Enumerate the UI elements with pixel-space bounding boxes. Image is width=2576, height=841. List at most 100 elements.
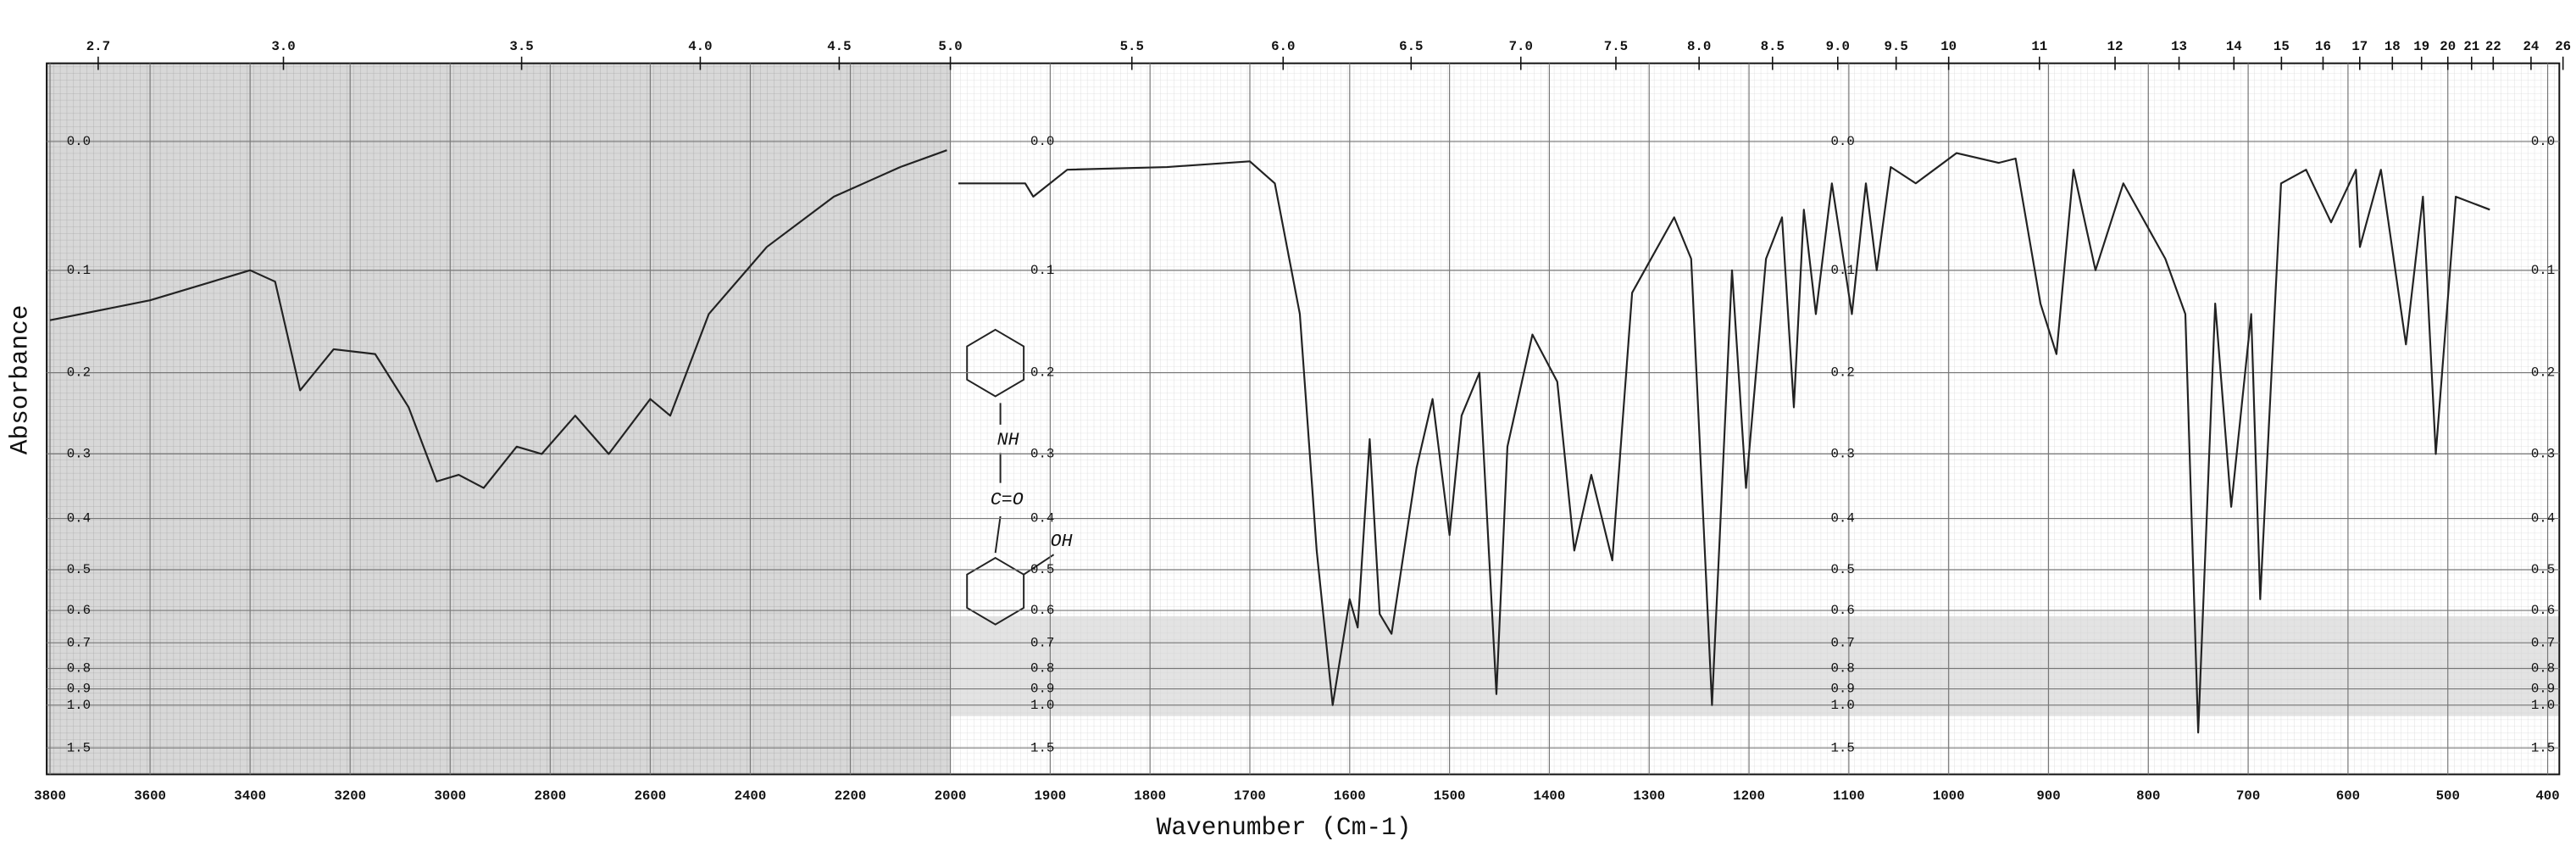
x-tick-label: 2000 [935,788,967,804]
x2-tick-label: 7.5 [1604,39,1628,54]
x2-tick-label: 6.5 [1399,39,1423,54]
x2-tick-label: 24 [2523,39,2539,54]
x-tick-label: 2200 [835,788,867,804]
y-tick-label: 0.1 [1030,263,1054,278]
x2-tick-label: 13 [2171,39,2187,54]
y-tick-label: 0.0 [67,134,91,149]
x2-tick-label: 4.0 [688,39,712,54]
x-tick-label: 3800 [34,788,66,804]
y-tick-label: 0.7 [1830,635,1854,650]
x-tick-label: 2600 [634,788,666,804]
y-tick-label: 1.5 [1030,740,1054,755]
x-tick-label: 1200 [1733,788,1765,804]
y-tick-label: 0.0 [1830,134,1854,149]
x-tick-label: 800 [2136,788,2160,804]
x-tick-label: 2800 [534,788,566,804]
y-tick-label: 0.8 [1030,661,1054,677]
y-tick-label: 1.5 [67,740,91,755]
x-tick-label: 3600 [134,788,166,804]
y-tick-label: 0.0 [1030,134,1054,149]
x-tick-label: 1900 [1034,788,1066,804]
y-tick-label: 0.1 [1830,263,1854,278]
x2-tick-label: 9.0 [1826,39,1850,54]
x2-tick-label: 15 [2273,39,2290,54]
x2-tick-label: 26 [2555,39,2571,54]
annotation: OH [1051,532,1073,552]
y-tick-label: 0.4 [1830,511,1854,526]
y-tick-label: 0.4 [67,511,91,526]
y-tick-label: 1.0 [1030,698,1054,713]
y-tick-label: 0.3 [1030,447,1054,462]
y-tick-label: 0.9 [2531,682,2555,697]
y-tick-label: 0.6 [1030,603,1054,618]
y-tick-label: 0.4 [1030,511,1054,526]
x2-tick-label: 16 [2315,39,2331,54]
x-tick-label: 1000 [1933,788,1965,804]
y-tick-label: 0.5 [2531,562,2555,577]
x2-tick-label: 8.0 [1687,39,1711,54]
y-tick-label: 1.0 [2531,698,2555,713]
x2-tick-label: 3.5 [509,39,533,54]
y-tick-label: 1.0 [67,698,91,713]
x-tick-label: 600 [2336,788,2360,804]
annotation: NH [997,430,1019,450]
x2-tick-label: 17 [2351,39,2368,54]
y-tick-label: 0.9 [1830,682,1854,697]
x-tick-label: 1600 [1334,788,1366,804]
x2-tick-label: 11 [2031,39,2047,54]
y-tick-label: 0.2 [2531,365,2555,381]
y-tick-label: 0.3 [1830,447,1854,462]
y-tick-label: 1.0 [1830,698,1854,713]
y-tick-label: 0.5 [67,562,91,577]
x2-tick-label: 7.0 [1509,39,1533,54]
spectrum-line [49,149,2490,734]
x-tick-label: 3000 [434,788,466,804]
x-tick-label: 3400 [234,788,266,804]
band-shade [950,615,2560,716]
y-tick-label: 0.7 [2531,635,2555,650]
y-tick-label: 0.6 [2531,603,2555,618]
x2-tick-label: 14 [2226,39,2242,54]
y-tick-label: 0.6 [67,603,91,618]
y-tick-label: 1.5 [1830,740,1854,755]
y-tick-label: 0.3 [67,447,91,462]
y-tick-label: 0.5 [1830,562,1854,577]
x2-tick-label: 4.5 [827,39,851,54]
x2-tick-label: 20 [2440,39,2456,54]
x2-tick-label: 19 [2413,39,2429,54]
x2-tick-label: 21 [2463,39,2479,54]
x-tick-label: 1700 [1234,788,1266,804]
y-tick-label: 0.5 [1030,562,1054,577]
plot-frame [46,62,2561,776]
y-tick-label: 0.2 [1830,365,1854,381]
y-tick-label: 0.4 [2531,511,2555,526]
left-panel-texture [47,63,951,775]
y-tick-label: 0.9 [67,682,91,697]
x-tick-label: 1400 [1534,788,1566,804]
x-tick-label: 1100 [1833,788,1865,804]
x2-tick-label: 22 [2485,39,2501,54]
x2-tick-label: 12 [2107,39,2124,54]
y-tick-label: 0.6 [1830,603,1854,618]
x2-tick-label: 2.7 [86,39,110,54]
y-tick-label: 0.2 [67,365,91,381]
x2-tick-label: 5.5 [1120,39,1144,54]
x2-tick-label: 3.0 [271,39,295,54]
annotation: C=O [991,490,1024,510]
x2-tick-label: 9.5 [1885,39,1908,54]
y-axis-title: Absorbance [5,305,34,455]
x-tick-label: 1300 [1633,788,1665,804]
x-tick-label: 900 [2036,788,2060,804]
x-tick-label: 400 [2535,788,2559,804]
y-tick-label: 0.9 [1030,682,1054,697]
x-tick-label: 1500 [1434,788,1466,804]
y-tick-label: 0.7 [67,635,91,650]
y-tick-label: 0.2 [1030,365,1054,381]
y-tick-label: 0.7 [1030,635,1054,650]
x2-tick-label: 5.0 [938,39,962,54]
x2-tick-label: 6.0 [1271,39,1295,54]
y-tick-label: 1.5 [2531,740,2555,755]
y-tick-label: 0.0 [2531,134,2555,149]
y-tick-label: 0.8 [2531,661,2555,677]
